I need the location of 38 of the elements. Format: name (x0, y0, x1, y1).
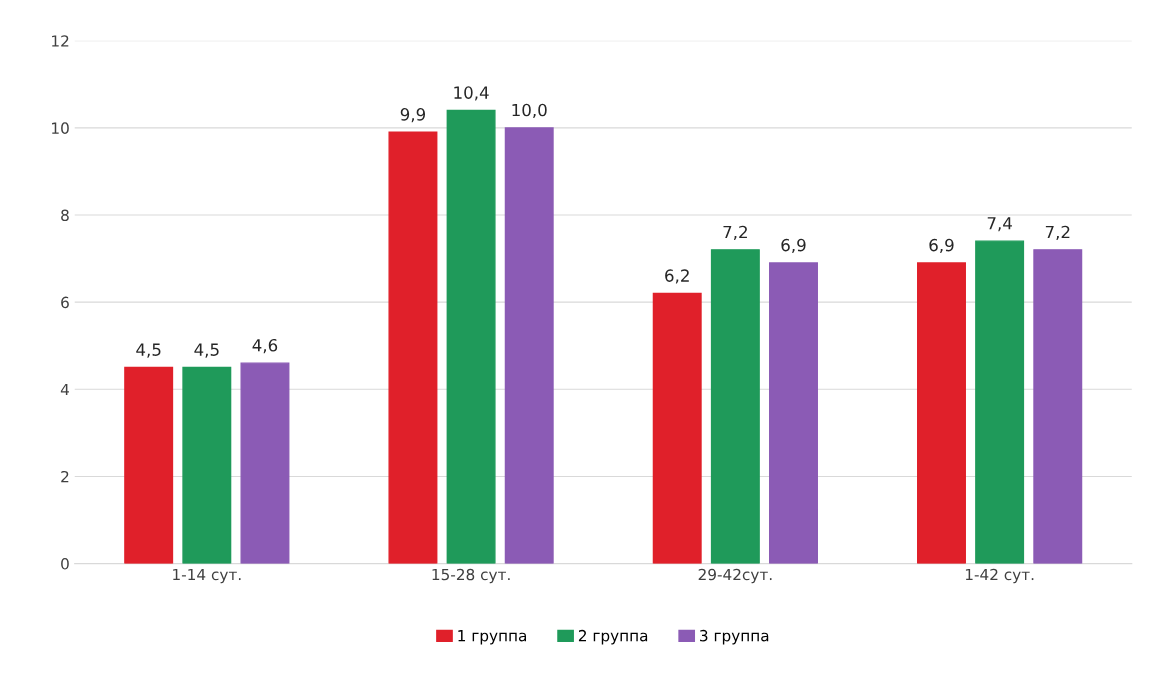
data-label: 7,4 (987, 217, 1012, 232)
y-tick-label: 12 (52, 35, 69, 47)
y-tick-label: 2 (61, 470, 69, 483)
bar (240, 362, 290, 564)
y-tick-label: 6 (61, 296, 69, 309)
y-tick-label: 4 (60, 383, 69, 396)
data-label: 9,9 (400, 108, 426, 123)
data-label: 10,4 (454, 86, 489, 101)
bar (388, 131, 438, 564)
y-tick-label: 8 (61, 209, 69, 222)
x-tick-label: 1-42 сут. (965, 568, 1034, 584)
legend-label: 3 группа (700, 629, 769, 645)
x-tick-label: 15-28 сут. (432, 568, 510, 584)
data-label: 4,5 (194, 343, 219, 358)
data-label: 7,2 (1045, 225, 1070, 241)
data-label: 10,0 (512, 103, 547, 119)
data-label: 6,9 (781, 238, 806, 254)
x-tick-label: 1-14 сут. (173, 568, 241, 584)
bar (917, 262, 966, 564)
bar (182, 366, 232, 564)
data-label: 6,2 (665, 269, 689, 284)
bar (1033, 249, 1083, 564)
data-label: 6,9 (929, 238, 954, 254)
legend-label: 1 группа (458, 630, 527, 645)
bar (710, 249, 760, 564)
y-tick-label: 0 (61, 558, 69, 570)
legend-label: 2 группа (578, 629, 648, 645)
bar (652, 292, 702, 564)
data-label: 4,6 (252, 338, 278, 354)
data-label: 7,2 (723, 225, 747, 241)
bar (124, 366, 174, 564)
bar (769, 262, 818, 564)
data-label: 4,5 (136, 343, 161, 358)
bar (504, 127, 554, 564)
y-tick-label: 10 (52, 122, 69, 134)
bar (975, 240, 1025, 564)
x-tick-label: 29-42сут. (698, 568, 772, 584)
bar (446, 109, 496, 564)
